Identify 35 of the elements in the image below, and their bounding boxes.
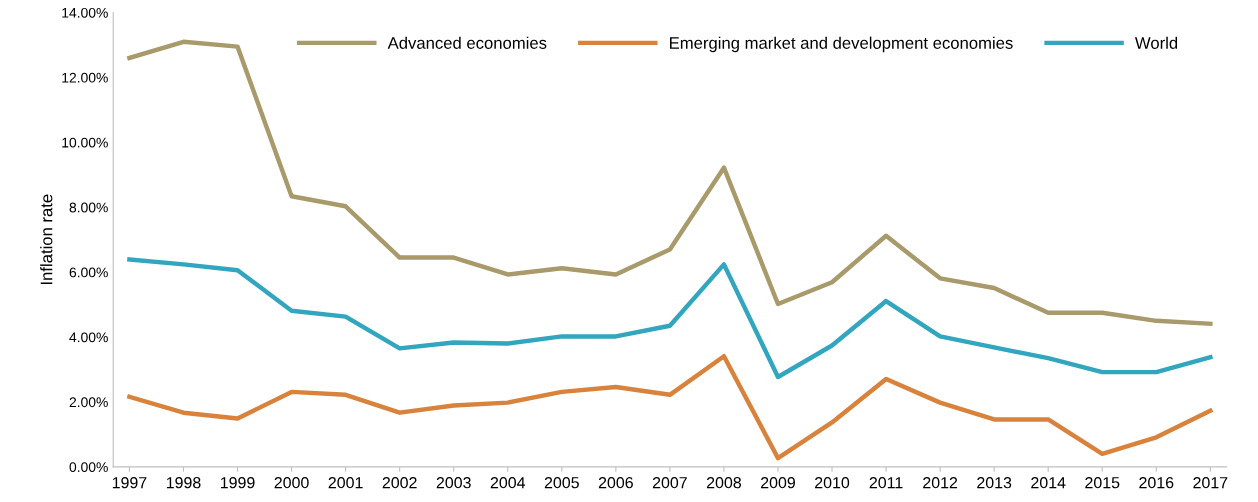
legend-label: World [1134, 36, 1178, 49]
x-tick-label: 2000 [274, 477, 309, 489]
y-tick-label: 14.00% [62, 7, 108, 18]
x-tick-label: 2006 [598, 477, 633, 489]
y-tick-label: 0.00% [69, 462, 108, 473]
x-tick-label: 2008 [706, 477, 741, 489]
legend-label: Advanced economies [387, 36, 547, 49]
x-tick-label: 2002 [382, 477, 417, 489]
x-tick-label: 1998 [166, 477, 201, 489]
y-tick-label: 6.00% [69, 267, 108, 278]
x-tick-label: 2003 [436, 477, 471, 489]
x-tick-label: 2009 [761, 477, 795, 489]
y-tick-label: 8.00% [69, 202, 108, 213]
x-tick-label: 2007 [652, 477, 687, 489]
x-tick-label: 2011 [869, 477, 903, 489]
x-tick-label: 2016 [1139, 477, 1174, 489]
x-tick-label: 2010 [815, 477, 850, 489]
x-tick-label: 2005 [544, 477, 579, 489]
x-tick-label: 2004 [490, 477, 526, 489]
y-tick-label: 2.00% [69, 397, 108, 408]
x-tick-label: 1999 [220, 477, 255, 489]
x-tick-label: 2017 [1193, 477, 1228, 489]
x-tick-label: 2001 [328, 477, 363, 489]
line-series [127, 257, 1213, 380]
x-tick-label: 2015 [1085, 477, 1120, 489]
legend-label: Emerging market and development economies [670, 36, 1013, 53]
line-series [127, 353, 1213, 461]
y-tick-label: 4.00% [69, 332, 108, 343]
y-tick-label: 12.00% [62, 72, 108, 83]
x-tick-label: 2012 [923, 477, 958, 489]
x-tick-label: 2014 [1031, 477, 1066, 489]
y-axis-title: Inflation rate [40, 194, 53, 285]
y-tick-label: 10.00% [62, 137, 108, 148]
x-tick-label: 2013 [977, 477, 1012, 489]
x-tick-label: 1997 [112, 477, 147, 489]
